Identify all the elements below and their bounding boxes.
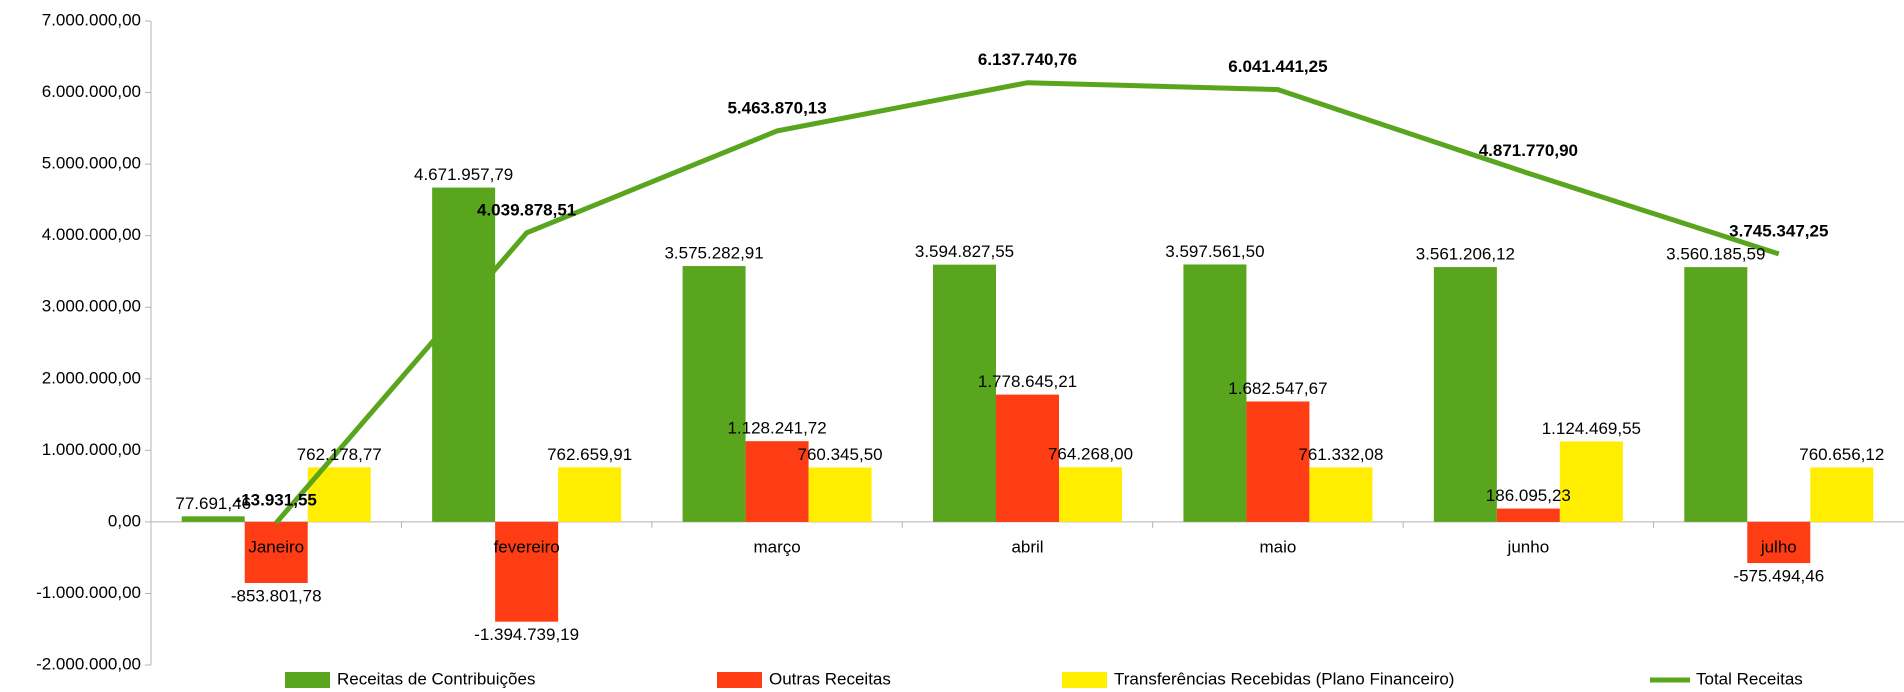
bar-value-label: 3.594.827,55 [915,242,1014,261]
bar [1183,264,1247,522]
bar-value-label: 3.597.561,50 [1165,242,1264,261]
line-value-label: 6.041.441,25 [1228,57,1327,76]
y-tick-label: 0,00 [108,511,141,530]
bar-value-label: 186.095,23 [1486,486,1571,505]
bar [432,187,496,522]
line-value-label: 4.039.878,51 [477,200,576,219]
legend-label: Transferências Recebidas (Plano Financei… [1114,669,1454,688]
bar-value-label: 1.128.241,72 [727,419,826,438]
y-tick-label: 4.000.000,00 [42,225,141,244]
bar-value-label: 1.124.469,55 [1542,419,1641,438]
x-tick-label: maio [1259,537,1296,556]
legend-label: Total Receitas [1696,669,1803,688]
line-value-label: -13.931,55 [236,490,317,509]
x-tick-label: Janeiro [248,537,304,556]
bar-value-label: 77.691,46 [175,494,251,513]
y-tick-label: 2.000.000,00 [42,368,141,387]
bar-value-label: 1.682.547,67 [1228,379,1327,398]
bar [1433,267,1497,522]
x-tick-label: fevereiro [494,537,560,556]
y-tick-label: 1.000.000,00 [42,440,141,459]
bar [933,264,996,522]
bar [745,441,809,522]
line [274,80,1780,525]
bar-value-label: -575.494,46 [1733,567,1824,586]
legend-label: Outras Receitas [769,669,891,688]
x-tick-label: julho [1760,537,1797,556]
y-tick-label: -1.000.000,00 [36,583,141,602]
y-tick-label: 3.000.000,00 [42,297,141,316]
bar-value-label: 762.178,77 [297,445,382,464]
bar [1496,508,1560,522]
y-tick-label: -2.000.000,00 [36,654,141,673]
bar-value-label: 760.656,12 [1799,445,1884,464]
bar [1309,467,1373,522]
bar [1246,401,1310,522]
bar-value-label: 764.268,00 [1048,445,1133,464]
bar [244,521,308,583]
bar-value-label: -1.394.739,19 [474,625,579,644]
bar-value-label: 760.345,50 [798,445,883,464]
bar [1559,441,1623,522]
y-tick-label: 7.000.000,00 [42,10,141,29]
line-value-label: 4.871.770,90 [1479,141,1578,160]
bar-value-label: 3.575.282,91 [664,244,763,263]
bar [181,516,245,522]
bar [558,467,622,522]
bar-value-label: 1.778.645,21 [978,372,1077,391]
bar-value-label: 4.671.957,79 [414,165,513,184]
bar [495,521,559,622]
y-tick-label: 6.000.000,00 [42,82,141,101]
line-value-label: 5.463.870,13 [727,98,826,117]
bar-value-label: -853.801,78 [231,586,322,605]
bar-value-label: 3.561.206,12 [1416,245,1515,264]
x-tick-label: abril [1011,537,1043,556]
bar [1059,467,1122,522]
bar-value-label: 3.560.185,59 [1666,245,1765,264]
bar [682,266,746,522]
y-tick-label: 5.000.000,00 [42,154,141,173]
bar [808,467,872,522]
bar [1747,521,1811,564]
legend-swatch [1062,672,1107,688]
x-tick-label: junho [1507,537,1550,556]
legend-swatch [717,672,762,688]
bar [1684,267,1748,522]
line-value-label: 6.137.740,76 [978,50,1077,69]
bar [1810,467,1874,522]
bar-value-label: 762.659,91 [547,445,632,464]
legend-swatch [285,672,330,688]
legend-label: Receitas de Contribuições [337,669,535,688]
bar-value-label: 761.332,08 [1298,445,1383,464]
line-value-label: 3.745.347,25 [1729,221,1828,240]
x-tick-label: março [753,537,800,556]
bar [996,394,1059,522]
